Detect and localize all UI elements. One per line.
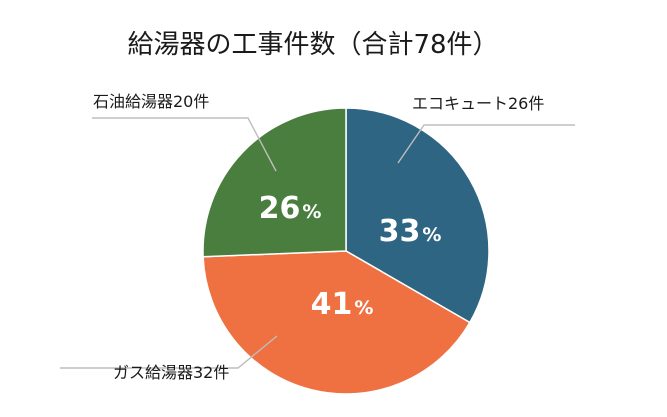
percent-value-1: 33 [379, 214, 421, 249]
pie-slice-1 [345, 107, 490, 324]
percent-symbol-3: % [302, 201, 321, 223]
pie-slice-2 [202, 250, 471, 395]
pie-slices [202, 107, 490, 395]
leader-line-2 [60, 335, 278, 369]
percent-symbol-2: % [354, 297, 373, 319]
slice-label-1: エコキュート26件 [412, 94, 544, 113]
percent-value-2: 41 [311, 287, 353, 322]
percent-labels: 33 %41 %26% [259, 191, 442, 322]
leader-line-1 [397, 124, 575, 164]
percent-label-3: 26% [259, 191, 322, 226]
percent-symbol-1: % [422, 224, 441, 246]
slice-label-3: 石油給湯器20件 [93, 92, 209, 111]
slice-label-2: ガス給湯器32件 [113, 363, 229, 382]
pie-slice-3 [202, 107, 347, 258]
leader-lines [60, 117, 575, 369]
percent-label-2: 41% [311, 287, 374, 322]
percent-label-1: 33% [379, 214, 442, 249]
percent-value-3: 26 [259, 191, 301, 226]
chart-title: 給湯器の工事件数（合計78件） [127, 30, 498, 60]
leader-line-3 [92, 117, 277, 172]
